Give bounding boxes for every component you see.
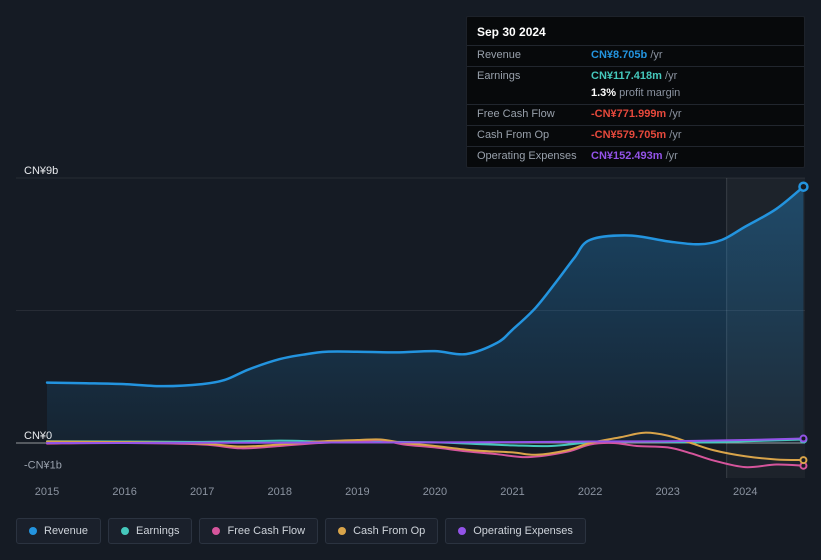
legend-item-operating-expenses[interactable]: Operating Expenses <box>445 518 586 544</box>
legend-dot-icon <box>458 527 467 535</box>
x-axis-label-2023: 2023 <box>655 486 679 498</box>
x-axis-label-2020: 2020 <box>423 486 447 498</box>
y-axis-label-cn-0: CN¥0 <box>24 430 52 442</box>
tooltip-row-free-cash-flow: Free Cash Flow -CN¥771.999m /yr <box>467 104 804 125</box>
tooltip-row-value: CN¥8.705b /yr <box>591 49 663 61</box>
legend-label: Earnings <box>136 525 180 537</box>
tooltip-row-earnings: Earnings CN¥117.418m /yr <box>467 66 804 87</box>
tooltip-row-label: Cash From Op <box>477 129 550 141</box>
tooltip-row-cash-from-op: Cash From Op -CN¥579.705m /yr <box>467 125 804 146</box>
legend-dot-icon <box>212 527 221 535</box>
tooltip-row-value: -CN¥771.999m /yr <box>591 108 682 120</box>
revenue-line <box>45 185 805 388</box>
legend-dot-icon <box>338 527 347 535</box>
tooltip-row-operating-expenses: Operating Expenses CN¥152.493m /yr <box>467 146 804 167</box>
tooltip-row-label: Operating Expenses <box>477 150 577 162</box>
tooltip-row-label: Revenue <box>477 49 522 61</box>
operating-expenses-line <box>46 437 805 445</box>
legend-label: Revenue <box>44 525 89 537</box>
legend-item-cash-from-op[interactable]: Cash From Op <box>325 518 439 544</box>
earnings-line <box>46 438 805 448</box>
tooltip-date: Sep 30 2024 <box>477 25 546 39</box>
chart-tooltip: Sep 30 2024 Revenue CN¥8.705b /yr Earnings… <box>466 16 805 168</box>
legend-item-earnings[interactable]: Earnings <box>108 518 193 544</box>
tooltip-row-label: Earnings <box>477 70 521 82</box>
tooltip-row-label: Free Cash Flow <box>477 108 555 120</box>
legend-label: Free Cash Flow <box>227 525 306 537</box>
legend-label: Cash From Op <box>353 525 426 537</box>
chart-legend: Revenue Earnings Free Cash Flow Cash From O… <box>16 518 586 544</box>
x-axis-label-2015: 2015 <box>35 486 59 498</box>
cash-from-op-line <box>46 431 805 462</box>
legend-item-free-cash-flow[interactable]: Free Cash Flow <box>199 518 319 544</box>
tooltip-row-value: CN¥117.418m /yr <box>591 70 678 82</box>
tooltip-row-revenue: Revenue CN¥8.705b /yr <box>467 45 804 66</box>
tooltip-rows: Revenue CN¥8.705b /yr Earnings CN¥117.418m … <box>467 45 804 167</box>
x-axis-label-2022: 2022 <box>578 486 602 498</box>
x-axis-label-2019: 2019 <box>345 486 369 498</box>
legend-dot-icon <box>121 527 130 535</box>
legend-label: Operating Expenses <box>473 525 573 537</box>
tooltip-row-value: 1.3% profit margin <box>591 87 681 99</box>
y-axis-label-cn-1b: -CN¥1b <box>24 459 62 471</box>
x-axis-label-2018: 2018 <box>268 486 292 498</box>
free-cash-flow-line <box>46 438 805 469</box>
tooltip-row-value: CN¥152.493m /yr <box>591 150 678 162</box>
tooltip-row-value: -CN¥579.705m /yr <box>591 129 682 141</box>
x-axis-label-2024: 2024 <box>733 486 757 498</box>
legend-item-revenue[interactable]: Revenue <box>16 518 102 544</box>
x-axis-label-2017: 2017 <box>190 486 214 498</box>
legend-dot-icon <box>29 527 37 535</box>
tooltip-row-profit-margin: 1.3% profit margin <box>467 87 804 104</box>
x-axis-label-2021: 2021 <box>500 486 524 498</box>
cash-from-op-endpoint-marker <box>799 456 808 465</box>
revenue-endpoint-marker <box>798 181 809 192</box>
operating-expenses-endpoint-marker <box>799 434 808 443</box>
x-axis-label-2016: 2016 <box>112 486 136 498</box>
revenue-area <box>47 186 804 443</box>
y-axis-label-cn-9b: CN¥9b <box>24 165 58 177</box>
